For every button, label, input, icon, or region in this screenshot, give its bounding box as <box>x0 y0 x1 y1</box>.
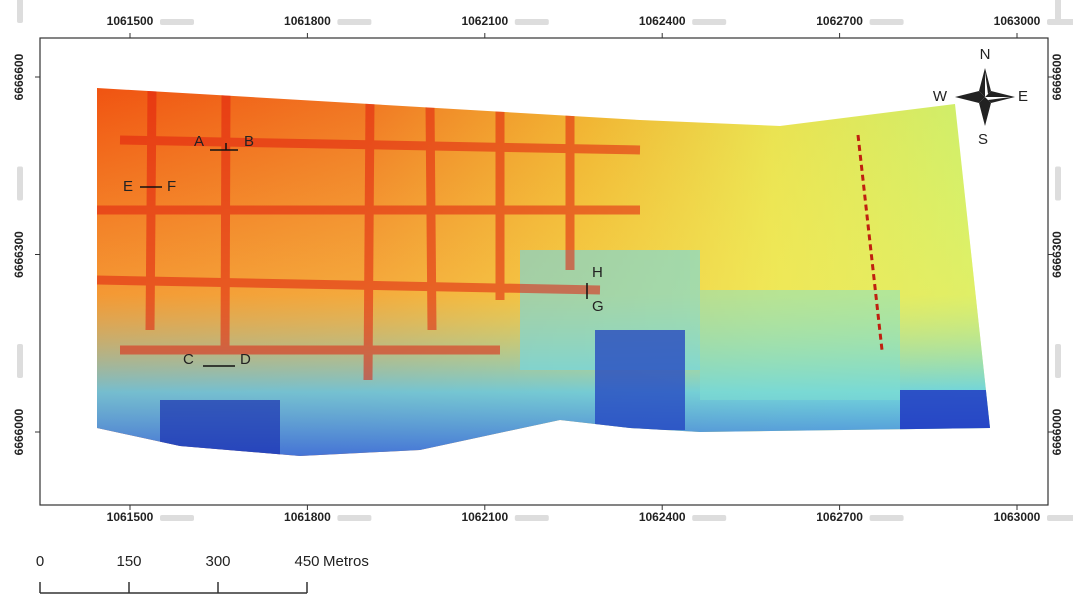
y-tick-label: 6666600 <box>12 53 26 100</box>
x-tick-label: 1062700 <box>816 14 863 28</box>
profile-label: B <box>244 133 254 150</box>
x-tick-label: 1062100 <box>461 14 508 28</box>
coordinate-suffix <box>515 19 549 25</box>
x-tick-label: 1061500 <box>107 510 154 524</box>
elevation-raster <box>90 80 1000 470</box>
scale-label: 0 <box>36 553 44 570</box>
x-tick-label: 1062100 <box>461 510 508 524</box>
coordinate-suffix <box>1047 515 1073 521</box>
map-figure: A B E F C D H G N E S W 1061500 1061500 10… <box>0 0 1073 596</box>
scale-label: 150 <box>116 553 141 570</box>
y-tick-label: 6666000 <box>12 408 26 455</box>
compass-label: W <box>933 88 948 105</box>
coordinate-suffix <box>1055 167 1061 201</box>
coordinate-suffix <box>692 19 726 25</box>
scale-unit: Metros <box>323 553 369 570</box>
profile-label: A <box>194 133 204 150</box>
coordinate-suffix <box>17 167 23 201</box>
coordinate-suffix <box>17 344 23 378</box>
profile-label: D <box>240 351 251 368</box>
x-tick-label: 1062400 <box>639 14 686 28</box>
coordinate-suffix <box>160 19 194 25</box>
coordinate-suffix <box>870 515 904 521</box>
coordinate-suffix <box>1055 344 1061 378</box>
profile-label: G <box>592 298 604 315</box>
scale-label: 300 <box>205 553 230 570</box>
compass-label: S <box>978 131 988 148</box>
profile-label: H <box>592 264 603 281</box>
profile-label: E <box>123 178 133 195</box>
x-tick-label: 1062700 <box>816 510 863 524</box>
coordinate-suffix <box>160 515 194 521</box>
coordinate-suffix <box>337 515 371 521</box>
profile-label: F <box>167 178 176 195</box>
x-tick-label: 1061800 <box>284 14 331 28</box>
scale-label: 450 <box>294 553 319 570</box>
x-tick-label: 1061500 <box>107 14 154 28</box>
compass-label: E <box>1018 88 1028 105</box>
x-tick-label: 1063000 <box>994 14 1041 28</box>
compass-label: N <box>980 46 991 63</box>
coordinate-suffix <box>692 515 726 521</box>
y-tick-label: 6666300 <box>12 231 26 278</box>
profile-label: C <box>183 351 194 368</box>
coordinate-suffix <box>337 19 371 25</box>
coordinate-suffix <box>1055 0 1061 23</box>
coordinate-suffix <box>515 515 549 521</box>
compass-rose <box>955 68 1015 126</box>
coordinate-suffix <box>17 0 23 23</box>
x-tick-label: 1063000 <box>994 510 1041 524</box>
coordinate-suffix <box>870 19 904 25</box>
x-tick-label: 1062400 <box>639 510 686 524</box>
x-tick-label: 1061800 <box>284 510 331 524</box>
